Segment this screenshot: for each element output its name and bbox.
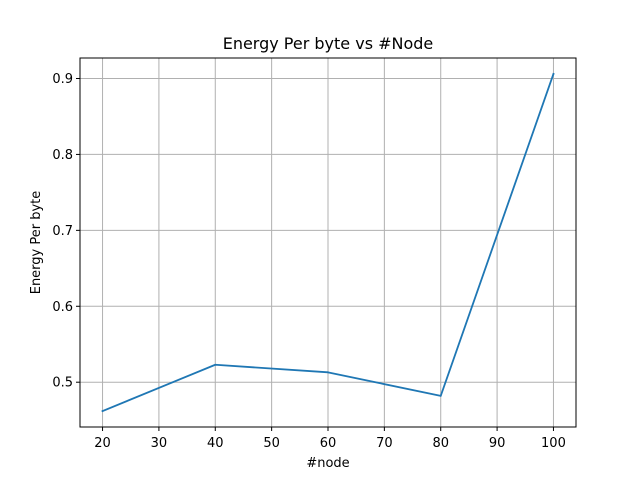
x-tick-label: 100: [541, 436, 566, 451]
x-tick-label: 20: [94, 436, 111, 451]
data-point: [327, 371, 329, 374]
series-layer: [101, 72, 555, 413]
y-axis-ticks: 0.5 0.6 0.7 0.8 0.9: [52, 72, 80, 391]
data-point: [439, 394, 442, 397]
x-axis-ticks: 20 30 40 50 60 70 80 90 100: [94, 427, 566, 451]
x-tick-label: 40: [207, 436, 224, 451]
x-tick-label: 60: [320, 436, 337, 451]
x-tick-label: 70: [376, 436, 393, 451]
data-point: [101, 410, 104, 412]
y-axis-label: Energy Per byte: [29, 191, 44, 295]
data-point: [214, 363, 217, 366]
y-tick-label: 0.8: [52, 148, 73, 163]
y-gridlines: [80, 78, 576, 383]
y-tick-label: 0.5: [52, 376, 73, 391]
y-tick-label: 0.6: [52, 300, 73, 315]
chart-title: Energy Per byte vs #Node: [223, 34, 434, 53]
x-tick-label: 80: [432, 436, 449, 451]
y-tick-label: 0.7: [52, 224, 73, 239]
y-tick-label: 0.9: [52, 72, 73, 87]
x-axis-label: #node: [306, 456, 349, 471]
x-gridlines: [102, 58, 554, 427]
x-tick-label: 30: [151, 436, 168, 451]
data-point: [552, 73, 555, 75]
x-tick-label: 90: [489, 436, 506, 451]
x-tick-label: 50: [263, 436, 280, 451]
